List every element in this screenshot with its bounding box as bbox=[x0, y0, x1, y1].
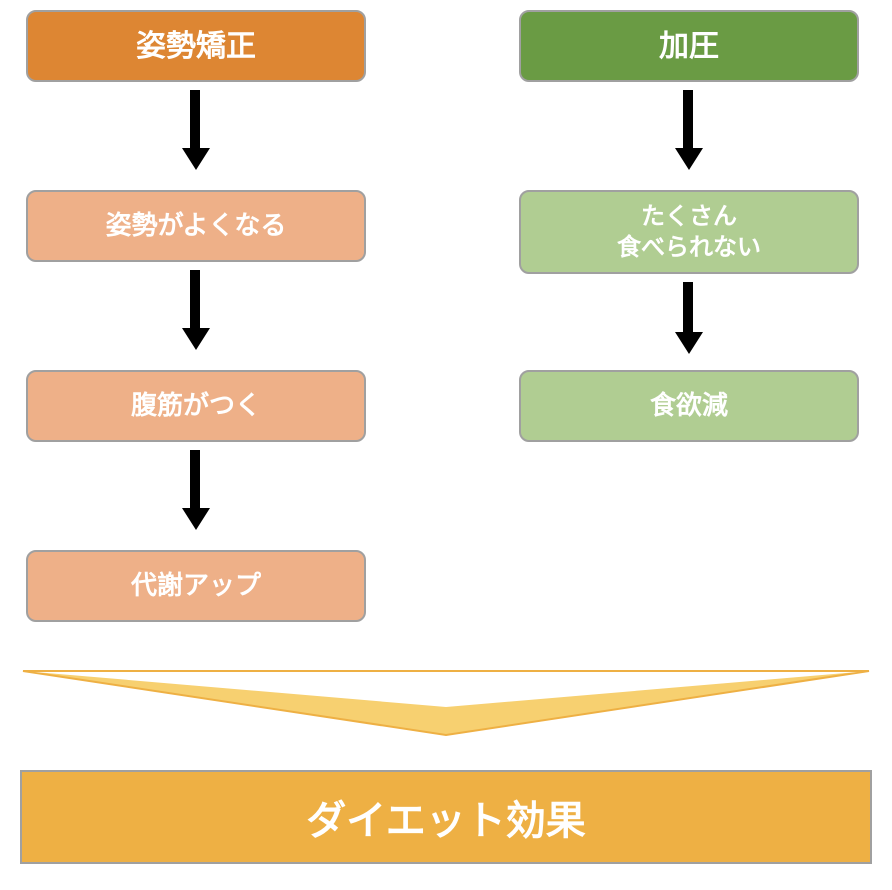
arrow-down-icon bbox=[182, 450, 208, 530]
node-metabolism-up: 代謝アップ bbox=[26, 550, 366, 622]
flowchart-diagram: 姿勢矯正 姿勢がよくなる 腹筋がつく 代謝アップ 加圧 たくさん 食べられない … bbox=[0, 0, 892, 890]
node-posture-improves: 姿勢がよくなる bbox=[26, 190, 366, 262]
node-pressure: 加圧 bbox=[519, 10, 859, 82]
node-posture-correction: 姿勢矯正 bbox=[26, 10, 366, 82]
converge-chevron-icon bbox=[22, 670, 870, 736]
node-label: 姿勢矯正 bbox=[136, 27, 256, 66]
node-label: 姿勢がよくなる bbox=[106, 209, 287, 243]
arrow-down-icon bbox=[182, 270, 208, 350]
node-label: たくさん 食べられない bbox=[617, 201, 761, 263]
node-appetite-decrease: 食欲減 bbox=[519, 370, 859, 442]
result-diet-effect: ダイエット効果 bbox=[20, 770, 872, 864]
node-label: 代謝アップ bbox=[131, 569, 261, 603]
node-abs-strengthen: 腹筋がつく bbox=[26, 370, 366, 442]
node-label: 加圧 bbox=[659, 27, 719, 66]
result-label: ダイエット効果 bbox=[306, 788, 586, 846]
arrow-down-icon bbox=[182, 90, 208, 170]
node-cant-eat-much: たくさん 食べられない bbox=[519, 190, 859, 274]
arrow-down-icon bbox=[675, 282, 701, 354]
arrow-down-icon bbox=[675, 90, 701, 170]
node-label: 食欲減 bbox=[650, 389, 728, 423]
node-label: 腹筋がつく bbox=[131, 389, 261, 423]
